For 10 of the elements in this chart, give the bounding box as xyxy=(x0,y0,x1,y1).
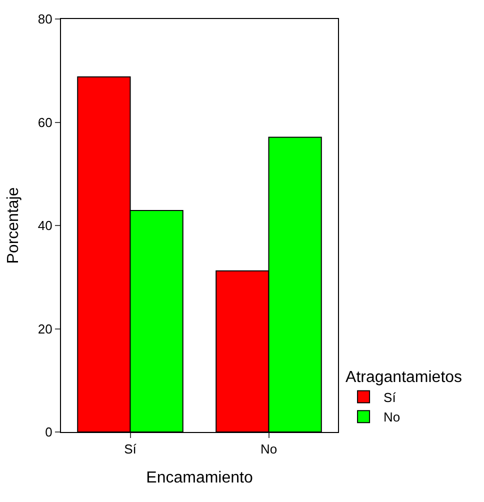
y-axis-title: Porcentaje xyxy=(4,187,22,264)
y-tick-label: 60 xyxy=(38,114,52,130)
y-tick-label: 0 xyxy=(45,424,52,440)
legend-title: Atragantamietos xyxy=(346,368,462,386)
y-tick-label: 40 xyxy=(38,218,52,234)
y-tick-label: 20 xyxy=(38,321,52,336)
legend-label: Sí xyxy=(384,390,396,405)
legend-label: No xyxy=(384,410,400,425)
y-tick-label: 80 xyxy=(38,12,52,27)
x-axis-title: Encamamiento xyxy=(146,469,253,486)
